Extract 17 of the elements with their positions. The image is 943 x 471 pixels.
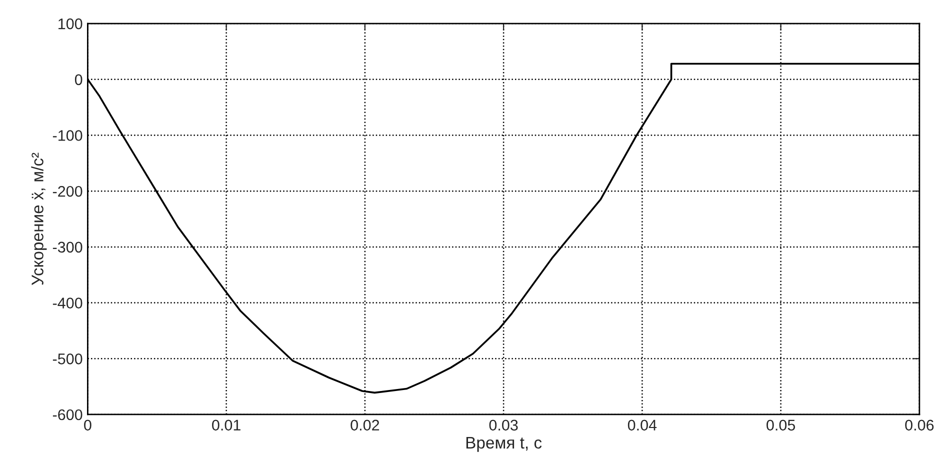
y-tick-label: -400 xyxy=(52,298,82,308)
x-tick-label: 0.06 xyxy=(905,420,934,431)
y-axis-title: Ускорение ẍ, м/с² xyxy=(31,152,47,286)
y-tick-label: 0 xyxy=(74,74,82,86)
x-tick-label: 0.05 xyxy=(766,420,796,431)
x-tick-label: 0.03 xyxy=(489,420,518,431)
y-tick-label: -500 xyxy=(52,354,82,364)
y-tick-label: -300 xyxy=(52,242,82,253)
y-tick-label: 100 xyxy=(58,18,82,30)
x-axis-title: Время t, с xyxy=(466,436,542,452)
x-tick-label: 0.04 xyxy=(628,420,657,431)
x-tick-label: 0.02 xyxy=(350,420,380,431)
x-tick-label: 0.01 xyxy=(212,420,240,431)
x-tick-label: 0 xyxy=(84,420,92,431)
y-tick-label: -100 xyxy=(52,130,82,141)
y-tick-label: -200 xyxy=(52,186,82,197)
y-tick-label: -600 xyxy=(52,409,82,420)
